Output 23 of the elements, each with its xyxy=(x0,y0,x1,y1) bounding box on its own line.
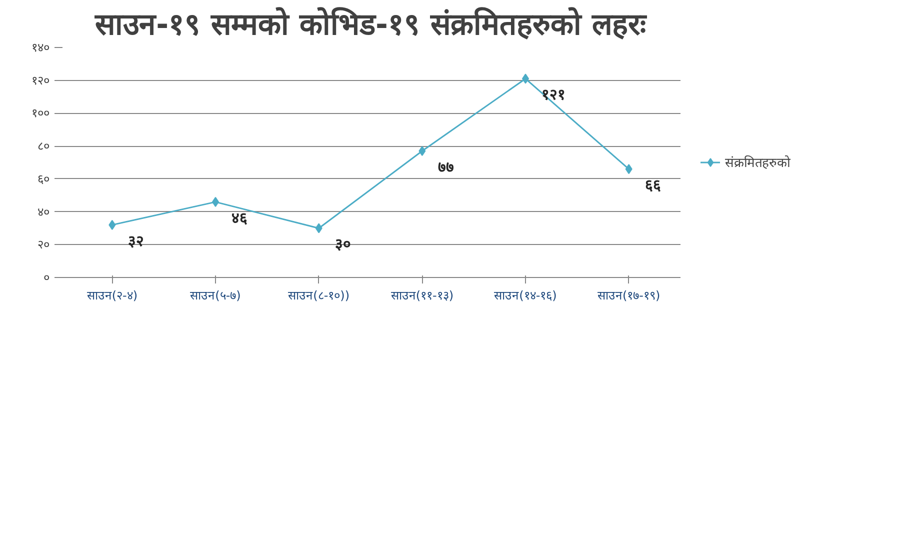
data-label: ७७ xyxy=(438,160,454,176)
y-tick-label: १४० xyxy=(32,40,50,54)
chart-title: साउन-१९ सम्मको कोभिड-१९ संक्रमितहरुको लहरः xyxy=(94,6,648,42)
point xyxy=(315,223,322,234)
legend-label: संक्रमितहरुको xyxy=(725,154,790,171)
point xyxy=(108,220,116,230)
x-tick-label: साउन(१७-१९) xyxy=(597,288,660,302)
y-tick-label: १२० xyxy=(32,73,50,88)
x-tick-label: साउन(११-१३) xyxy=(390,288,454,302)
point xyxy=(625,164,632,174)
y-tick-label: ६० xyxy=(38,172,50,186)
x-tick-label: साउन(८-१०)) xyxy=(288,288,350,302)
y-tick-label: ४० xyxy=(38,204,50,219)
data-label: ४६ xyxy=(232,210,248,227)
data-label: ६६ xyxy=(644,178,661,194)
point xyxy=(418,146,426,156)
x-tick-label: साउन(१४-१६) xyxy=(494,288,557,302)
x-tick-label: साउन(५-७) xyxy=(190,288,241,302)
y-tick-label: ८० xyxy=(38,139,50,154)
y-tick-label: १०० xyxy=(32,106,50,120)
x-tick-label: साउन(२-४) xyxy=(86,288,138,302)
y-tick-label: २० xyxy=(38,238,50,252)
y-tick-label: ० xyxy=(44,270,50,284)
